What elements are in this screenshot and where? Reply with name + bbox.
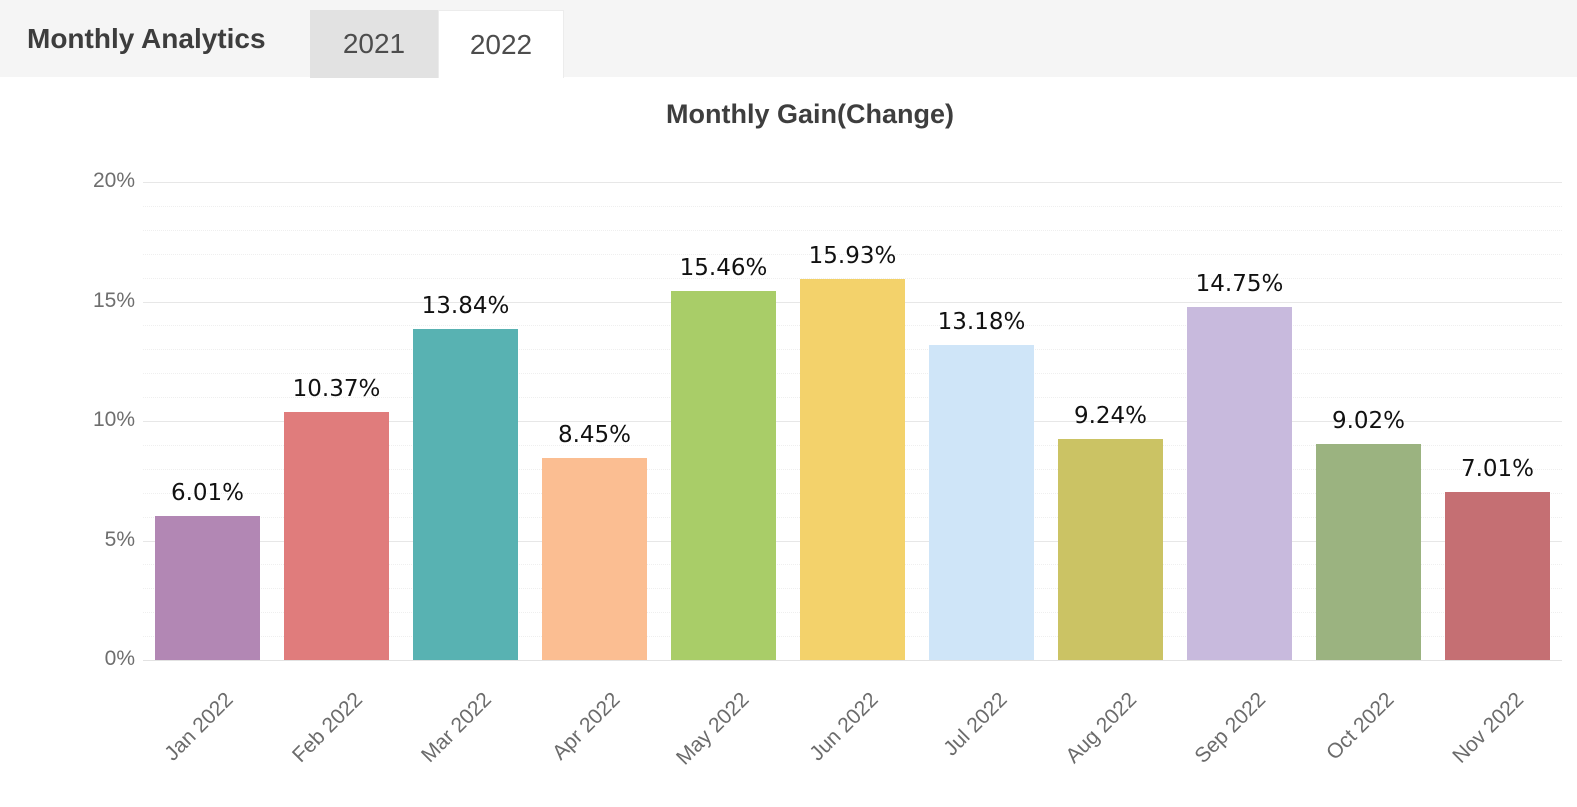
bar-nov-2022[interactable] bbox=[1445, 492, 1550, 660]
gridline bbox=[143, 253, 1562, 255]
bar-may-2022[interactable] bbox=[671, 290, 776, 660]
tab-2021[interactable]: 2021 bbox=[310, 10, 438, 78]
x-axis-label-mar-2022: Mar 2022 bbox=[416, 688, 496, 767]
x-axis-label-jul-2022: Jul 2022 bbox=[939, 688, 1012, 761]
y-axis-tick-20-: 20% bbox=[92, 169, 135, 192]
bar-value-label-nov-2022: 7.01% bbox=[1460, 456, 1535, 483]
gridline bbox=[143, 229, 1562, 231]
header-bar: Monthly Analytics 2021 2022 bbox=[0, 0, 1577, 78]
y-axis-tick-0-: 0% bbox=[104, 647, 135, 670]
y-axis-tick-5-: 5% bbox=[104, 527, 135, 551]
bar-aug-2022[interactable] bbox=[1058, 439, 1163, 660]
x-axis-label-jan-2022: Jan 2022 bbox=[160, 688, 238, 766]
bar-jun-2022[interactable] bbox=[800, 279, 905, 660]
bar-feb-2022[interactable] bbox=[284, 412, 389, 660]
gridline bbox=[143, 182, 1562, 183]
bar-value-label-may-2022: 15.46% bbox=[679, 254, 768, 281]
bar-value-label-jul-2022: 13.18% bbox=[937, 309, 1026, 335]
gridline bbox=[143, 277, 1562, 279]
bar-oct-2022[interactable] bbox=[1316, 444, 1421, 660]
y-axis-tick-10-: 10% bbox=[92, 408, 135, 431]
bar-value-label-aug-2022: 9.24% bbox=[1073, 403, 1148, 430]
x-axis-label-sep-2022: Sep 2022 bbox=[1189, 688, 1270, 768]
x-axis-label-jun-2022: Jun 2022 bbox=[805, 688, 883, 766]
bar-value-label-oct-2022: 9.02% bbox=[1331, 408, 1406, 435]
year-tabs: 2021 2022 bbox=[310, 10, 564, 78]
bar-value-label-mar-2022: 13.84% bbox=[421, 293, 510, 320]
x-axis-line bbox=[143, 660, 1562, 661]
plot-area: 6.01% 10.37% 13.84% 8.45% 15.46% 15.93% 13.18%… bbox=[143, 182, 1562, 661]
x-axis-label-nov-2022: Nov 2022 bbox=[1447, 688, 1528, 768]
bar-value-label-jun-2022: 15.93% bbox=[808, 243, 897, 270]
x-axis-label-may-2022: May 2022 bbox=[672, 688, 754, 770]
x-axis-label-feb-2022: Feb 2022 bbox=[287, 688, 367, 768]
x-axis-label-oct-2022: Oct 2022 bbox=[1322, 688, 1399, 765]
bar-value-label-sep-2022: 14.75% bbox=[1195, 271, 1284, 298]
bar-value-label-jan-2022: 6.01% bbox=[170, 480, 245, 507]
bar-jan-2022[interactable] bbox=[155, 516, 260, 660]
bar-value-label-feb-2022: 10.37% bbox=[292, 376, 381, 403]
bar-mar-2022[interactable] bbox=[413, 329, 518, 660]
page-title: Monthly Analytics bbox=[27, 22, 266, 54]
bar-jul-2022[interactable] bbox=[929, 345, 1034, 660]
tab-2022[interactable]: 2022 bbox=[438, 10, 564, 78]
gridline bbox=[143, 205, 1562, 207]
bar-value-label-apr-2022: 8.45% bbox=[557, 422, 632, 449]
y-axis-tick-15-: 15% bbox=[92, 288, 135, 312]
bar-apr-2022[interactable] bbox=[542, 458, 647, 660]
x-axis-label-aug-2022: Aug 2022 bbox=[1060, 688, 1141, 768]
bar-sep-2022[interactable] bbox=[1187, 307, 1292, 660]
chart-title: Monthly Gain(Change) bbox=[666, 99, 954, 129]
x-axis-label-apr-2022: Apr 2022 bbox=[548, 688, 625, 765]
